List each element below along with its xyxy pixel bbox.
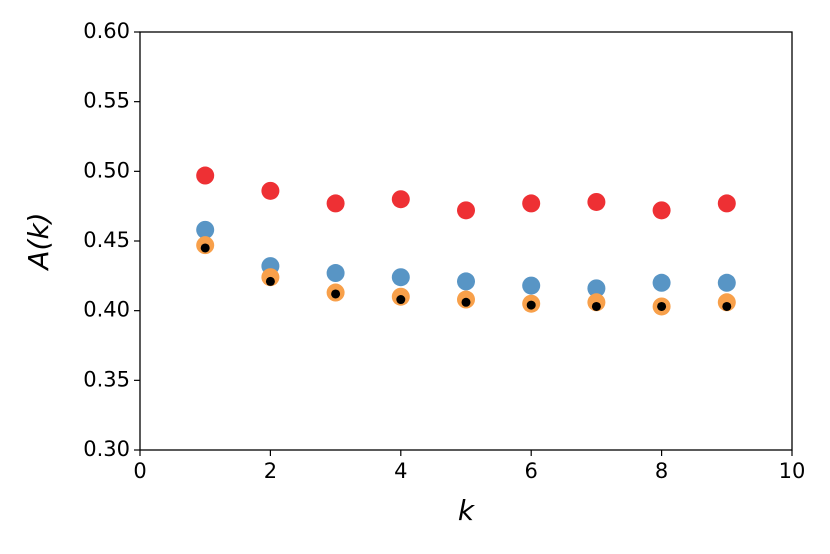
x-tick-label: 2 [264,459,277,483]
point [717,273,736,292]
point [200,243,210,253]
y-tick-label: 0.50 [83,158,130,182]
point [522,276,541,295]
y-tick-label: 0.35 [83,367,130,391]
point [331,289,341,299]
point [261,181,280,200]
point [657,301,667,311]
point [265,276,275,286]
point [587,279,606,298]
point [457,272,475,291]
x-tick-label: 0 [133,459,146,483]
x-tick-label: 4 [394,459,407,483]
point [526,300,536,310]
point [396,295,406,305]
point [196,166,215,185]
point [326,264,345,283]
point [461,297,471,307]
y-tick-label: 0.40 [83,298,130,322]
x-tick-label: 8 [655,459,668,483]
point [587,192,606,211]
point [326,194,345,213]
x-tick-label: 6 [525,459,538,483]
x-tick-label: 10 [779,459,806,483]
point [522,194,541,213]
point [591,301,601,311]
point [717,194,736,213]
y-tick-label: 0.60 [83,19,130,43]
point [652,201,671,220]
y-tick-label: 0.55 [83,89,130,113]
y-tick-label: 0.30 [83,437,130,461]
y-axis-label: A(k) [22,212,55,271]
point [652,273,671,292]
point [391,268,410,287]
point [391,190,410,209]
plot-frame [139,31,793,451]
x-axis-label: k [458,494,476,527]
point [722,301,732,311]
y-tick-label: 0.45 [83,228,130,252]
point [457,201,475,220]
point [196,220,215,239]
